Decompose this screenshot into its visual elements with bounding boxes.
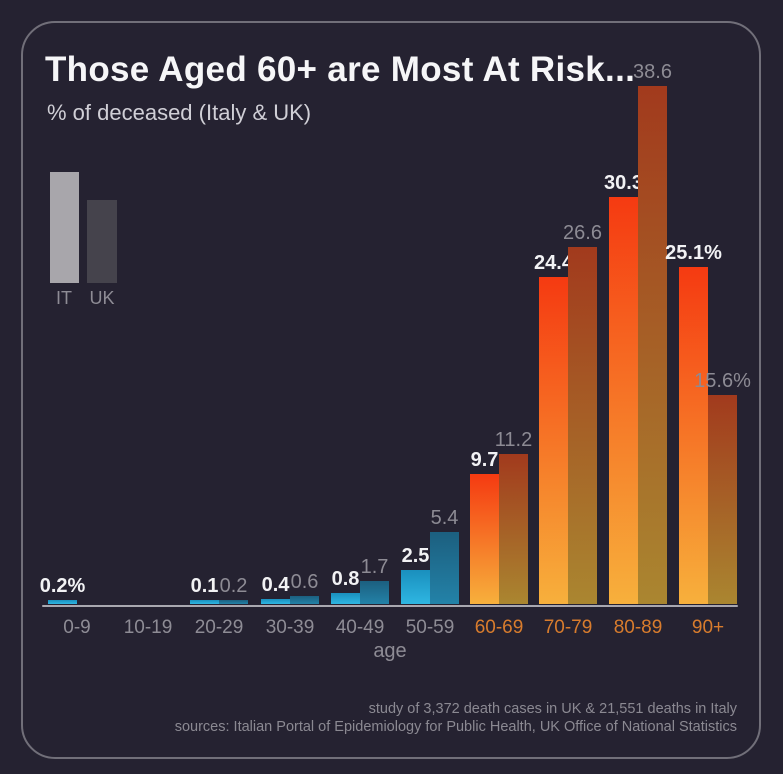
value-label-it-70-79: 24.4 <box>534 251 573 274</box>
bar-uk-50-59: 5.4 <box>430 508 459 604</box>
x-tick-80-89: 80-89 <box>613 617 663 638</box>
bar-uk-20-29: 0.2 <box>219 576 248 604</box>
value-label-it-40-49: 0.8 <box>331 568 360 591</box>
x-axis-ticks: 0-9 10-19 20-29 30-39 40-49 50-59 60-69 70-79 80… <box>0 617 783 639</box>
x-tick-0-9: 0-9 <box>63 617 91 638</box>
value-label-uk-70-79: 26.6 <box>563 222 602 245</box>
legend-swatch-uk <box>87 200 117 283</box>
value-label-it-60-69: 9.7 <box>470 448 499 471</box>
footnote-line1: study of 3,372 death cases in UK & 21,55… <box>368 701 737 717</box>
bar-it-30-39: 0.4 <box>261 575 290 604</box>
value-label-uk-50-59: 5.4 <box>430 506 459 529</box>
legend-label-it: IT <box>56 288 72 308</box>
footnote-line2: sources: Italian Portal of Epidemiology … <box>174 718 737 735</box>
bar-uk-60-69: 11.2 <box>495 430 532 604</box>
bar-uk-90+: 15.6% <box>694 371 751 604</box>
value-label-uk-60-69: 11.2 <box>494 428 533 451</box>
x-tick-40-49: 40-49 <box>335 617 385 638</box>
x-tick-60-69: 60-69 <box>474 617 524 638</box>
bar-it-60-69: 9.7 <box>470 450 499 604</box>
bar-it-20-29: 0.1 <box>190 576 219 604</box>
value-label-it-0-9: 0.2% <box>39 575 86 597</box>
x-tick-10-19: 10-19 <box>123 617 173 638</box>
value-label-it-30-39: 0.4 <box>261 573 290 596</box>
value-label-uk-30-39: 0.6 <box>290 570 319 593</box>
value-label-uk-80-89: 38.6 <box>633 61 672 83</box>
bar-uk-40-49: 1.7 <box>360 557 389 604</box>
bar-it-80-89: 30.3 <box>604 173 643 604</box>
x-tick-70-79: 70-79 <box>543 617 593 638</box>
chart-subtitle: % of deceased (Italy & UK) <box>47 100 312 125</box>
chart-title: Those Aged 60+ are Most At Risk... <box>45 50 636 89</box>
legend-label-uk: UK <box>89 288 115 308</box>
bar-uk-80-89: 38.6 <box>633 62 672 604</box>
value-label-it-20-29: 0.1 <box>190 575 219 597</box>
bar-it-50-59: 2.5 <box>401 546 430 604</box>
bar-chart-plot: 0.2% 0.1 0.2 0.4 0.6 0.8 1.7 2.5 5.4 9.7 11.2 24.4 2… <box>40 62 751 604</box>
value-label-it-50-59: 2.5 <box>401 545 430 568</box>
x-axis-title: age <box>373 640 407 662</box>
x-tick-90+: 90+ <box>691 617 725 638</box>
bar-it-40-49: 0.8 <box>331 569 360 604</box>
footnote: study of 3,372 death cases in UK & 21,55… <box>175 701 737 736</box>
x-tick-30-39: 30-39 <box>265 617 315 638</box>
bar-it-90+: 25.1% <box>665 243 722 604</box>
bar-it-70-79: 24.4 <box>534 253 573 604</box>
bar-uk-70-79: 26.6 <box>563 223 602 604</box>
legend-swatch-it <box>50 172 79 283</box>
x-axis-line <box>42 605 738 607</box>
bar-it-0-9: 0.2% <box>40 576 85 604</box>
value-label-it-80-89: 30.3 <box>604 172 643 195</box>
bar-uk-30-39: 0.6 <box>290 572 319 604</box>
value-label-it-90+: 25.1% <box>665 242 722 265</box>
value-label-uk-20-29: 0.2 <box>219 575 248 597</box>
x-tick-20-29: 20-29 <box>194 617 244 638</box>
value-label-uk-90+: 15.6% <box>694 369 751 392</box>
x-tick-50-59: 50-59 <box>405 617 455 638</box>
value-label-uk-40-49: 1.7 <box>360 556 389 579</box>
